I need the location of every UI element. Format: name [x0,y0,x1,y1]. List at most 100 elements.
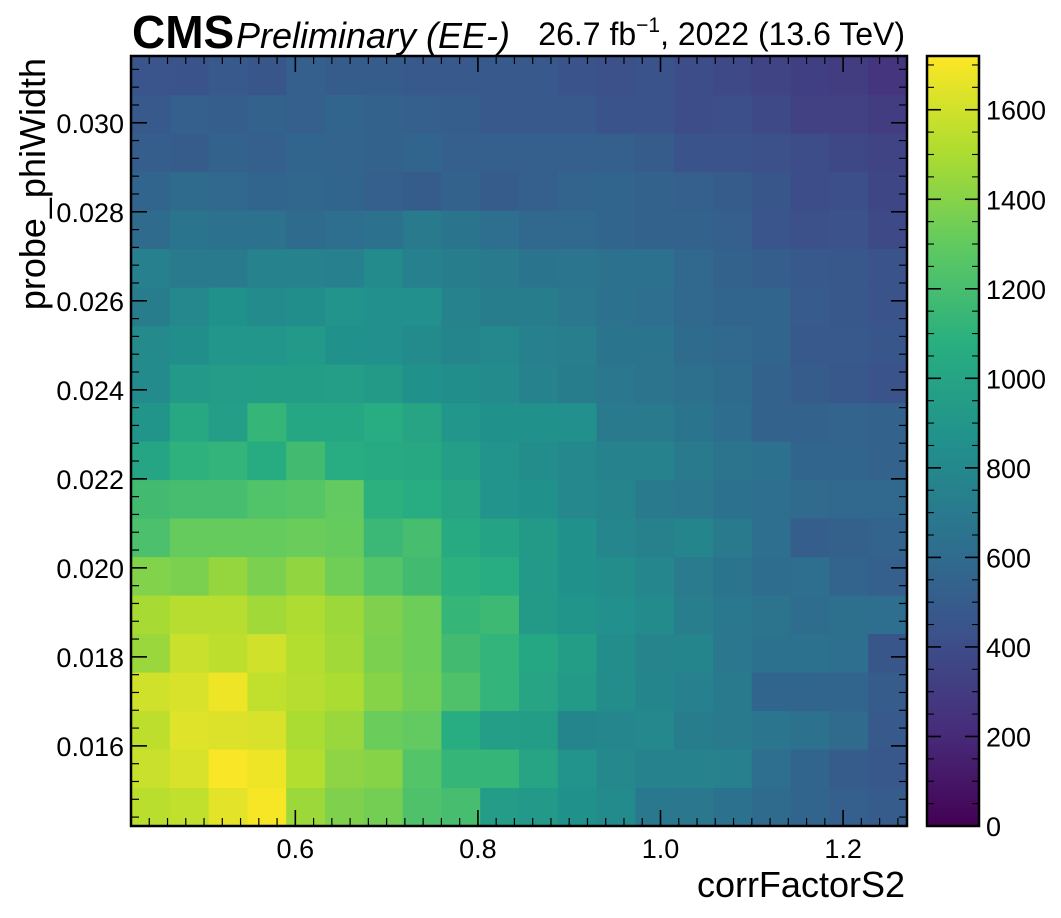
heatmap-cell [325,171,365,211]
colorbar-tick-label: 200 [986,722,1031,752]
heatmap-cell [208,133,248,173]
heatmap-cell [169,210,210,250]
heatmap-cell [247,56,287,96]
heatmap-cell [441,210,481,250]
heatmap-cell [325,556,365,596]
heatmap-cell [751,287,792,327]
colorbar-ticks [927,64,979,827]
heatmap-cell [131,364,171,404]
x-tick-labels: 0.6 0.8 1.0 1.2 [277,834,862,864]
heatmap-cell [790,402,830,442]
heatmap-cell [674,364,714,404]
heatmap-cell [402,287,442,327]
heatmap-cell [829,710,869,750]
heatmap-cell [441,518,481,558]
colorbar-tick-label: 1000 [986,364,1046,394]
heatmap-cell [674,94,714,134]
heatmap-cell [557,672,598,712]
heatmap-cell [325,441,365,481]
heatmap-cell [325,325,365,365]
heatmap-cell [751,556,792,596]
heatmap-cell [751,364,792,404]
heatmap-cell [208,56,248,96]
heatmap-cell [751,94,792,134]
heatmap-cell [635,710,675,750]
heatmap-cell [557,287,598,327]
heatmap-cell [519,287,559,327]
colorbar-tick-label: 1200 [986,275,1046,305]
heatmap-cell [247,133,287,173]
heatmap-cell [480,287,520,327]
heatmap-cell [635,56,675,96]
heatmap-cell [169,94,210,134]
heatmap-cell [286,441,326,481]
heatmap-cell [325,248,365,288]
y-tick-label: 0.024 [56,376,124,406]
heatmap-cell [441,595,481,635]
heatmap-cell [402,518,442,558]
heatmap-cell [790,287,830,327]
heatmap-cell [325,787,365,827]
heatmap-cell [441,56,481,96]
heatmap-cell [868,56,908,96]
heatmap-cell [131,171,171,211]
heatmap-cell [519,171,559,211]
heatmap-cell [480,94,520,134]
heatmap-cell [674,325,714,365]
heatmap-cell [596,325,636,365]
heatmap-cell [596,287,636,327]
heatmap-cell [325,633,365,673]
heatmap-cell [790,479,830,519]
heatmap-cell [674,56,714,96]
heatmap-cell [169,672,210,712]
heatmap-cell [596,248,636,288]
heatmap-cell [208,710,248,750]
heatmap-cell [713,56,753,96]
heatmap-cell [557,325,598,365]
heatmap-cell [208,364,248,404]
heatmap-cell [557,787,598,827]
heatmap-cell [829,171,869,211]
heatmap-cell [286,325,326,365]
heatmap-cell [247,287,287,327]
heatmap-cell [441,441,481,481]
heatmap-cell [790,710,830,750]
heatmap-cell [441,672,481,712]
heatmap-cell [480,518,520,558]
heatmap-cell [557,633,598,673]
heatmap-cell [674,210,714,250]
heatmap-cell [829,56,869,96]
heatmap-cell [402,672,442,712]
heatmap-cell [208,672,248,712]
heatmap-cell [557,94,598,134]
heatmap-cell [247,556,287,596]
heatmap-cell [596,518,636,558]
heatmap-cell [519,210,559,250]
heatmap-cell [557,364,598,404]
heatmap-cell [829,556,869,596]
heatmap-cell [557,441,598,481]
heatmap-cell [829,364,869,404]
heatmap-cell [208,210,248,250]
heatmap-cell [247,171,287,211]
heatmap-cell [402,479,442,519]
heatmap-cell [751,248,792,288]
heatmap-cell [131,287,171,327]
heatmap-cell [868,479,908,519]
heatmap-cell [169,325,210,365]
heatmap-cell [480,441,520,481]
axis-ticks [131,56,907,826]
heatmap-cell [131,479,171,519]
heatmap-cell [635,441,675,481]
heatmap-cell [674,287,714,327]
heatmap-cell [790,518,830,558]
heatmap-cell [751,787,792,827]
heatmap-cell [790,787,830,827]
heatmap-cell [441,787,481,827]
heatmap-cell [169,787,210,827]
heatmap-cell [868,595,908,635]
heatmap-cell [635,171,675,211]
heatmap-cell [131,672,171,712]
